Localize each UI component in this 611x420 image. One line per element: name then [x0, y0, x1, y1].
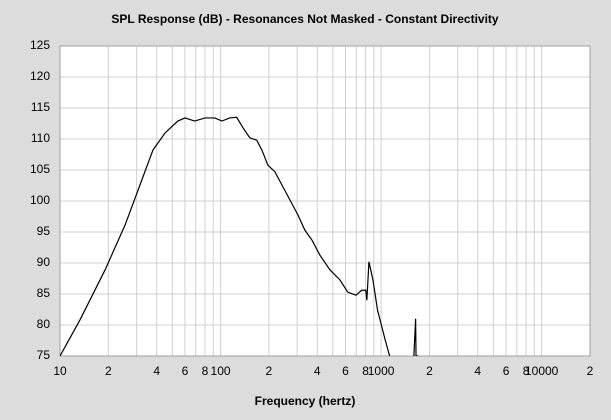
x-tick-label: 4 — [474, 364, 481, 378]
y-tick-label: 100 — [30, 193, 50, 207]
y-tick-label: 85 — [37, 286, 51, 300]
y-tick-label: 95 — [37, 224, 51, 238]
x-tick-label: 8 — [523, 364, 530, 378]
y-tick-label: 120 — [30, 69, 50, 83]
y-tick-label: 80 — [37, 317, 51, 331]
y-tick-label: 115 — [31, 100, 50, 114]
x-tick-label: 2 — [426, 364, 433, 378]
plot-border — [59, 45, 591, 357]
x-tick-label: 4 — [314, 364, 321, 378]
y-tick-label: 75 — [37, 348, 51, 362]
x-tick-label: 6 — [182, 364, 189, 378]
x-tick-label: 8 — [202, 364, 209, 378]
x-tick-label: 2 — [105, 364, 112, 378]
chart-title: SPL Response (dB) - Resonances Not Maske… — [111, 12, 499, 26]
x-tick-label: 10 — [53, 364, 67, 378]
y-tick-label: 110 — [31, 131, 50, 145]
x-tick-label: 6 — [503, 364, 510, 378]
x-tick-label: 6 — [342, 364, 349, 378]
y-tick-label: 90 — [37, 255, 51, 269]
x-tick-label: 1000 — [368, 364, 395, 378]
x-axis-label: Frequency (hertz) — [255, 394, 356, 408]
x-tick-label: 8 — [362, 364, 369, 378]
y-tick-label: 125 — [30, 38, 50, 52]
line-series — [60, 116, 419, 356]
x-tick-label: 10000 — [525, 364, 559, 378]
y-tick-label: 105 — [30, 162, 50, 176]
x-tick-label: 4 — [153, 364, 160, 378]
x-tick-label: 2 — [266, 364, 273, 378]
x-tick-label: 2 — [587, 364, 594, 378]
x-tick-label: 100 — [211, 364, 231, 378]
